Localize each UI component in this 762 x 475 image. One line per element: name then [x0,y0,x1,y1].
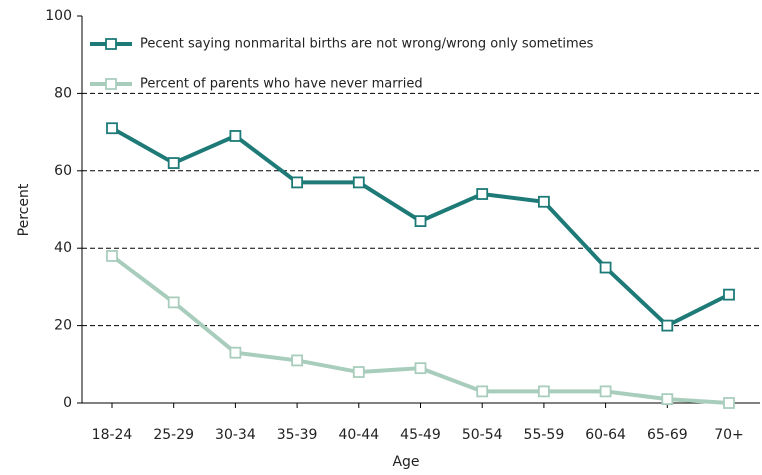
legend-marker [105,78,117,90]
point-marker [661,319,674,332]
point-marker [106,122,118,135]
x-axis-label: Age [392,454,419,470]
point-marker [352,366,365,378]
point-marker [599,261,612,274]
point-marker [291,354,304,367]
point-marker [414,362,427,375]
y-tick-label: 20 [54,318,72,334]
point-marker [106,250,118,262]
point-marker [538,385,550,398]
legend-marker [105,38,117,50]
y-tick-label: 80 [54,85,72,101]
x-tick-label: 70+ [714,427,744,443]
point-marker [661,393,674,406]
x-tick-label: 25-29 [153,427,194,443]
point-marker [538,195,550,208]
y-tick-label: 100 [45,8,72,24]
point-marker [167,296,180,309]
point-marker [352,176,365,189]
x-tick-label: 40-44 [338,427,379,443]
point-marker [599,385,612,398]
point-marker [476,188,489,200]
x-tick-label: 60-64 [585,427,626,443]
y-tick-label: 0 [63,395,72,411]
x-tick-label: 35-39 [277,427,318,443]
point-marker [723,397,735,409]
y-axis-label: Percent [16,183,32,236]
point-marker [229,346,242,359]
legend-text: Percent of parents who have never marrie… [140,77,423,92]
y-tick-label: 60 [54,163,72,179]
x-tick-label: 65-69 [647,427,688,443]
y-tick-label: 40 [54,240,72,256]
x-tick-label: 18-24 [92,427,133,443]
x-tick-label: 30-34 [215,427,256,443]
point-marker [291,176,304,189]
x-tick-label: 45-49 [400,427,441,443]
legend-text: Pecent saying nonmarital births are not … [140,37,594,52]
point-marker [476,385,489,398]
point-marker [723,288,735,301]
point-marker [229,130,242,142]
x-tick-label: 50-54 [462,427,503,443]
series-line [110,254,730,405]
point-marker [414,215,427,228]
point-marker [167,157,180,169]
x-tick-label: 55-59 [524,427,565,443]
